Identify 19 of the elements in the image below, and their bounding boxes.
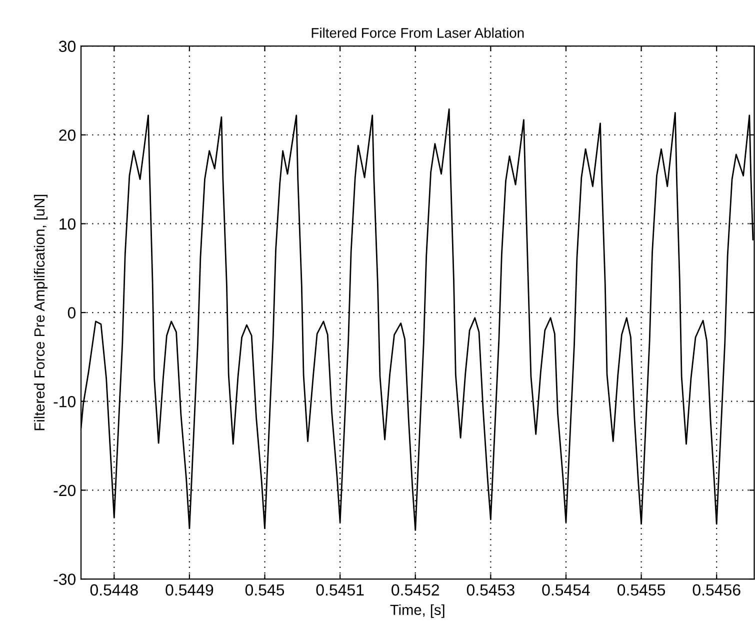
x-tick-label: 0.5449 [166, 584, 214, 596]
x-axis-title: Time, [s] [390, 604, 444, 618]
chart-title: Filtered Force From Laser Ablation [312, 28, 524, 38]
y-tick-label: -20 [54, 484, 76, 496]
y-tick-label: 10 [60, 218, 76, 230]
x-tick-label: 0.5454 [542, 584, 590, 596]
y-axis-title: Filtered Force Pre Amplification, [uN] [34, 194, 48, 430]
x-tick-label: 0.545 [245, 584, 284, 596]
x-tick-label: 0.5451 [316, 584, 364, 596]
y-tick-label: 30 [58, 40, 76, 52]
x-tick-label: 0.5452 [392, 584, 439, 596]
x-tick-label: 0.5448 [90, 584, 138, 596]
y-tick-label: -10 [54, 396, 76, 408]
x-tick-label: 0.5455 [617, 584, 666, 596]
y-tick-label: -30 [54, 574, 76, 585]
y-tick-label: 0 [68, 307, 76, 318]
y-tick-label: 20 [59, 130, 76, 141]
x-tick-label: 0.5456 [692, 584, 740, 596]
x-tick-label: 0.5453 [466, 584, 514, 596]
